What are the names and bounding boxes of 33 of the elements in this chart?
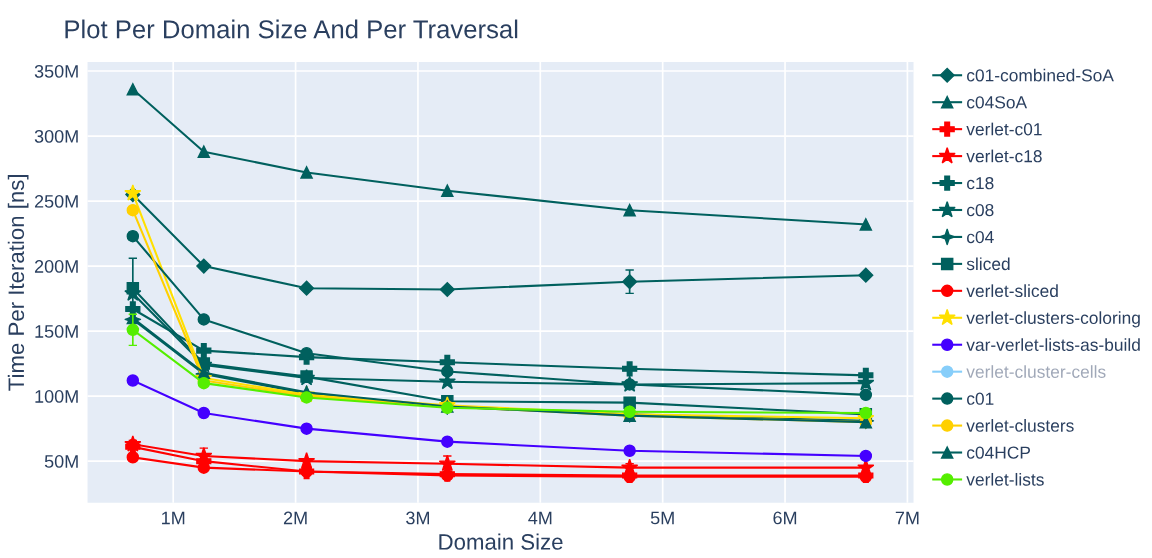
legend-label: verlet-clusters xyxy=(966,419,1074,432)
legend-label: verlet-c18 xyxy=(966,149,1042,163)
x-tick-label: 4M xyxy=(528,511,552,525)
y-tick-label: 150M xyxy=(35,325,78,338)
legend-label: verlet-clusters-coloring xyxy=(966,311,1140,328)
legend-label: c18 xyxy=(967,177,994,190)
legend-label: sliced xyxy=(966,257,1010,271)
legend-label: c01-combined-SoA xyxy=(967,68,1114,82)
x-tick-label: 1M xyxy=(162,511,185,525)
legend-label: var-verlet-lists-as-build xyxy=(966,338,1140,351)
legend-label: c01 xyxy=(967,392,994,405)
x-tick-label: 6M xyxy=(773,511,797,525)
y-tick-label: 50M xyxy=(44,455,78,468)
legend-label: c04SoA xyxy=(967,96,1028,109)
y-axis-title: Time Per Iteration [ns] xyxy=(7,175,29,391)
legend-label: verlet-sliced xyxy=(966,284,1058,298)
y-tick-label: 200M xyxy=(34,260,78,273)
x-tick-label: 2M xyxy=(283,511,307,525)
y-tick-label: 300M xyxy=(34,129,78,143)
legend-label: verlet-c01 xyxy=(966,122,1042,136)
legend-label: c04HCP xyxy=(967,446,1031,459)
x-tick-label: 7M xyxy=(895,511,919,525)
legend-label: c04 xyxy=(967,230,994,244)
legend-label: c08 xyxy=(967,203,994,217)
y-tick-label: 250M xyxy=(34,195,78,208)
x-axis-title: Domain Size xyxy=(439,533,563,550)
x-tick-label: 5M xyxy=(650,511,674,525)
y-tick-label: 350M xyxy=(34,64,78,78)
legend-label: verlet-lists xyxy=(966,472,1044,486)
legend-label: verlet-cluster-cells xyxy=(966,365,1106,378)
chart-title: Plot Per Domain Size And Per Traversal xyxy=(65,19,518,39)
y-tick-label: 100M xyxy=(35,390,78,403)
x-tick-label: 3M xyxy=(406,511,430,525)
